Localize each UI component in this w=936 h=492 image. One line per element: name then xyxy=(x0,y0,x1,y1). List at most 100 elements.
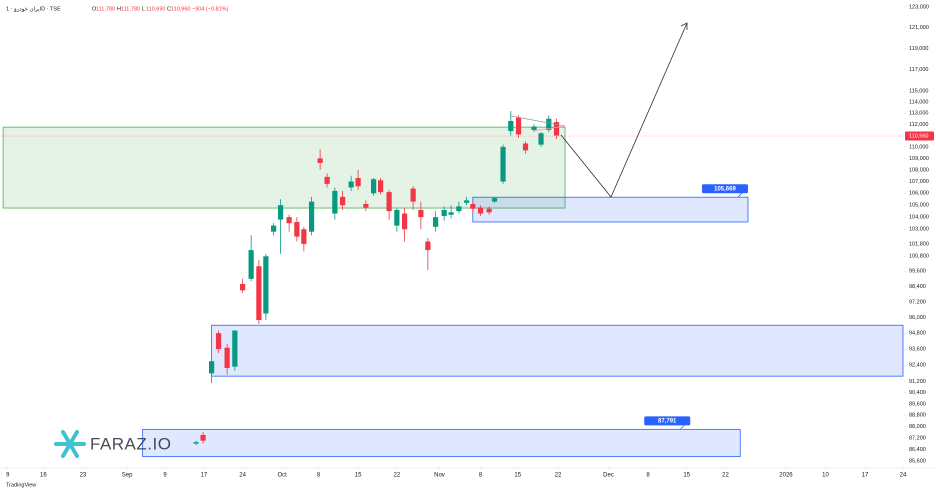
ohlc-value: 110,690 xyxy=(146,6,165,12)
candle-body xyxy=(500,146,506,182)
y-tick-label: 112,000 xyxy=(909,122,928,128)
axes: 123,000 121,000 119,000 117,000 115,000 114,0… xyxy=(0,4,936,479)
candle-body xyxy=(301,229,307,244)
x-tick-label: 15 xyxy=(514,473,521,479)
candle-body xyxy=(371,179,377,194)
candle-body xyxy=(418,209,424,218)
y-tick-label: 123,000 xyxy=(909,4,929,10)
wedge-line xyxy=(510,115,566,127)
x-tick-label: 16 xyxy=(40,473,47,479)
candle-body xyxy=(271,225,277,232)
logo-mark xyxy=(54,430,86,458)
zone-tag-pointer xyxy=(737,192,743,198)
y-tick-label: 104,000 xyxy=(909,215,929,221)
candle-body xyxy=(215,333,222,350)
x-tick-label: 22 xyxy=(394,473,401,479)
candle-body xyxy=(486,208,492,213)
y-tick-label: 117,000 xyxy=(909,67,928,73)
x-tick-label: Sep xyxy=(122,473,133,479)
wedge-line xyxy=(532,125,566,132)
y-tick-label: 97,200 xyxy=(909,299,926,305)
y-tick-label: 121,000 xyxy=(909,25,929,31)
candle-body xyxy=(410,188,416,202)
y-tick-label: 96,000 xyxy=(909,315,926,321)
y-tick-label: 94,800 xyxy=(909,331,926,337)
x-tick-label: 9 xyxy=(163,473,167,479)
candle-body xyxy=(394,209,400,226)
projection-path xyxy=(560,22,688,198)
y-tick-label: 86,400 xyxy=(909,447,926,453)
arrow-head xyxy=(680,22,688,30)
candle-body xyxy=(531,126,537,130)
y-tick-label: 107,000 xyxy=(909,179,929,185)
candle-body xyxy=(491,198,498,202)
x-tick-label: 17 xyxy=(201,473,208,479)
candle-body xyxy=(294,221,300,237)
candle-body xyxy=(339,196,346,206)
candle-body xyxy=(553,122,560,136)
candle-body xyxy=(377,180,384,193)
y-tick-label: 109,000 xyxy=(909,156,929,162)
candle-body xyxy=(425,241,431,251)
y-tick-label: 87,200 xyxy=(909,435,926,441)
x-tick-label: 22 xyxy=(722,473,729,479)
zone-tag xyxy=(644,416,691,426)
last-price-tag xyxy=(905,131,934,141)
zone-tag xyxy=(701,184,748,194)
candle-body xyxy=(456,206,462,212)
x-tick-label: 22 xyxy=(555,473,562,479)
candle-body xyxy=(348,181,354,188)
x-tick-label: Nov xyxy=(434,473,445,479)
ohlc-change: −904 (−0.81%) xyxy=(192,6,229,12)
candle-body xyxy=(363,203,369,208)
x-tick-label: 10 xyxy=(822,473,829,479)
zone-tag-label: 87,791 xyxy=(658,418,677,424)
candle-body xyxy=(286,217,292,224)
watermark-logo: FARAZ.IO xyxy=(54,430,171,458)
candle-body xyxy=(477,207,484,214)
ohlc-key: L xyxy=(142,6,145,12)
candle-body xyxy=(209,361,215,374)
candle-body xyxy=(448,212,454,215)
y-tick-label: 85,600 xyxy=(909,458,926,464)
y-tick-label: 91,200 xyxy=(909,379,926,385)
x-tick-label: 8 xyxy=(479,473,483,479)
y-tick-label: 114,000 xyxy=(909,100,928,106)
watermark-text: FARAZ.IO xyxy=(90,434,171,453)
x-tick-label: 24 xyxy=(900,473,907,479)
x-tick-label: 24 xyxy=(239,473,246,479)
x-tick-label: 8 xyxy=(317,473,321,479)
ohlc-key: C xyxy=(167,6,171,12)
ohlc-key: O xyxy=(92,6,97,12)
ohlc-value: 111,780 xyxy=(96,6,115,12)
y-tick-label: 92,400 xyxy=(909,363,926,369)
zone xyxy=(211,324,904,377)
x-tick-label: 8 xyxy=(646,473,650,479)
ohlc-key: H xyxy=(117,6,121,12)
ohlc-value: 110,960 xyxy=(171,6,190,12)
y-tick-label: 88,800 xyxy=(909,412,926,418)
footer: TradingView xyxy=(6,482,36,488)
candle-body xyxy=(546,118,552,130)
x-tick-label: 9 xyxy=(6,473,10,479)
x-tick-label: Oct xyxy=(277,473,287,479)
drawings xyxy=(510,22,688,198)
zones: 105,669 87,791 xyxy=(2,126,904,458)
x-tick-label: 23 xyxy=(80,473,87,479)
candle-body xyxy=(522,143,529,151)
candle-body xyxy=(240,283,246,291)
ohlc-value: 111,780 xyxy=(121,6,140,12)
zone-tag-label: 105,669 xyxy=(714,186,736,192)
candle-body xyxy=(402,213,408,230)
candle-body xyxy=(386,192,392,212)
candle-body xyxy=(248,250,254,279)
x-tick-label: 17 xyxy=(862,473,869,479)
candle-body xyxy=(200,434,206,441)
zone xyxy=(2,126,566,209)
x-tick-label: 2026 xyxy=(779,473,793,479)
y-tick-label: 113,000 xyxy=(909,111,928,117)
candle-body xyxy=(332,190,338,214)
x-tick-label: Dec xyxy=(603,473,614,479)
